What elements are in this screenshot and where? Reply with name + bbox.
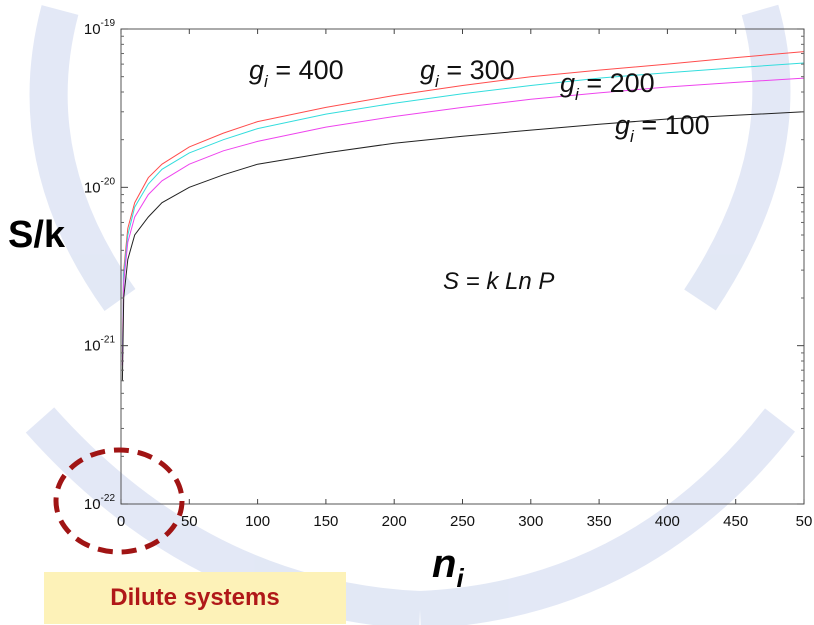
y-tick-label: 10-21 xyxy=(84,335,116,355)
series-labels: gi = 400 gi = 300 gi = 200 gi = 100 xyxy=(249,55,710,146)
x-tick-label: 250 xyxy=(450,513,475,530)
series-label-g200: gi = 200 xyxy=(560,68,655,104)
series-line-g200 xyxy=(121,77,805,366)
dilute-circle xyxy=(53,447,185,555)
x-tick-label: 150 xyxy=(313,513,338,530)
plot-frame xyxy=(120,28,805,505)
x-axis-title-main: n xyxy=(432,542,456,586)
y-tick-label: 10-20 xyxy=(84,176,116,196)
x-axis-ticks: 0 50 100 150 200 250 300 350 400 450 50 xyxy=(117,29,813,530)
x-axis-title: ni xyxy=(432,542,464,593)
series-line-g300 xyxy=(121,62,805,357)
x-tick-label: 350 xyxy=(587,513,612,530)
y-axis-title: S/k xyxy=(8,214,66,256)
series-line-g100 xyxy=(121,111,805,381)
dilute-systems-text: Dilute systems xyxy=(110,584,280,611)
x-tick-label: 50 xyxy=(796,513,813,530)
series-line-g400 xyxy=(121,51,805,353)
series-label-g100: gi = 100 xyxy=(615,110,710,146)
dilute-systems-callout: Dilute systems xyxy=(44,572,346,624)
x-tick-label: 200 xyxy=(382,513,407,530)
y-axis-ticks: 10-22 10-21 10-20 10-19 xyxy=(84,18,804,513)
y-tick-label: 10-19 xyxy=(84,18,116,38)
series-label-g300: gi = 300 xyxy=(420,55,515,91)
x-tick-label: 50 xyxy=(181,513,198,530)
formula-annotation: S = k Ln P xyxy=(443,268,554,295)
x-axis-title-sub: i xyxy=(456,563,464,593)
y-tick-label: 10-22 xyxy=(84,493,116,513)
x-tick-label: 400 xyxy=(655,513,680,530)
x-tick-label: 0 xyxy=(117,513,125,530)
x-tick-label: 100 xyxy=(245,513,270,530)
series-lines xyxy=(121,51,805,381)
x-tick-label: 300 xyxy=(518,513,543,530)
series-label-g400: gi = 400 xyxy=(249,55,344,91)
x-tick-label: 450 xyxy=(723,513,748,530)
